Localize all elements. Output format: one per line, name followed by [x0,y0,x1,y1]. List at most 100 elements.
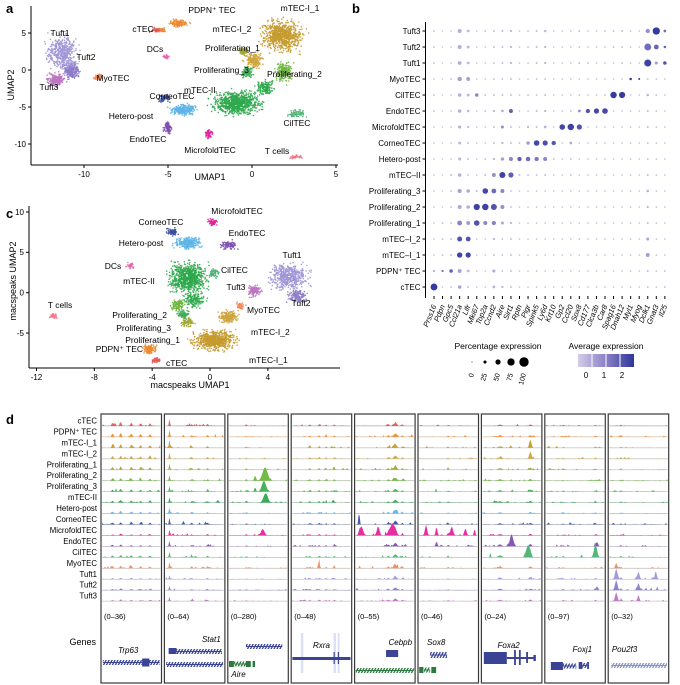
coverage-track-Proliferating_3-col9 [609,490,668,492]
track-row-label-Tuft2: Tuft2 [80,581,97,590]
panel-c-ytick-10: 10 [15,208,24,217]
coverage-track-cTEC-col6 [419,424,478,426]
panel-c-cluster-label-EndoTEC: EndoTEC [229,228,266,238]
coverage-track-EndoTEC-col5 [355,542,415,547]
dotplot-row-label-Proliferating_1: Proliferating_1 [369,219,421,228]
coverage-track-MicrofoldTEC-col8 [545,534,605,536]
panel-c-cluster-mTEC-I_1 [186,328,241,353]
panel-c-cluster-T cells [48,312,58,320]
panel-a-cluster-label-CilTEC: CilTEC [284,118,311,128]
pct-expression-legend: 0 25 50 75 100 [468,357,529,386]
panel-a-cluster-label-MicrofoldTEC: MicrofoldTEC [184,145,235,155]
coverage-track-Proliferating_1-col8 [545,468,605,470]
dotplot-row-label-PDPN⁺ TEC: PDPN⁺ TEC [376,267,421,276]
coverage-track-mTEC-II-col8 [545,501,605,503]
coverage-track-MicrofoldTEC-col6 [419,524,478,536]
panel-c-xtick--8: -8 [91,373,99,382]
gene-model [142,658,150,667]
coverage-track-Hetero-post-col2 [165,507,224,514]
panel-c-cluster-Proliferating_1 [180,317,196,328]
panel-a-cluster-label-Proliferating_2: Proliferating_2 [267,69,322,79]
coverage-track-MicrofoldTEC-col9 [609,533,668,536]
panel-a-cluster-EndoTEC [162,121,173,135]
panel-c-axes: 10 5 0 -5 -12 -8 -4 0 4 [15,206,340,382]
coverage-track-Proliferating_3-col2 [165,486,224,492]
panel-a-cluster-CilTEC [287,109,308,118]
gene-name-label-Sox8: Sox8 [427,638,446,647]
coverage-track-EndoTEC-col3 [228,545,288,547]
coverage-track-mTEC-I_1-col9 [609,446,668,448]
panel-a-x-axis-title: UMAP1 [194,172,226,182]
track-row-label-mTEC-I_2: mTEC-I_2 [61,449,97,458]
coverage-track-Proliferating_2-col5 [355,477,415,481]
panel-a-cluster-Proliferating_2 [274,61,295,86]
coverage-track-Hetero-post-col8 [545,511,605,514]
panel-c-cluster-Tuft2 [285,289,309,304]
coverage-track-Tuft3-col4 [292,599,351,602]
coverage-track-Proliferating_2-col7 [482,478,541,481]
coverage-track-Tuft1-col5 [355,575,415,580]
coverage-track-PDPN⁺ TEC-col5 [355,433,415,437]
coverage-track-PDPN⁺ TEC-col7 [482,434,541,437]
coverage-track-PDPN⁺ TEC-col6 [419,435,478,437]
panel-c-cluster-label-Tuft1: Tuft1 [282,250,301,260]
gene-name-label-Pou2f3: Pou2f3 [612,645,638,654]
coverage-track-Tuft2-col4 [292,588,351,591]
panel-c-cluster-mTEC-II [165,259,212,309]
panel-a-cluster-label-MyoTEC: MyoTEC [96,73,129,83]
panel-a-cluster-Tuft2 [62,63,81,80]
dotplot-row-label-Proliferating_2: Proliferating_2 [369,203,421,212]
pct-legend-tick-100: 100 [518,373,528,386]
track-row-label-PDPN⁺ TEC: PDPN⁺ TEC [54,427,98,436]
coverage-track-EndoTEC-col9 [609,545,668,547]
coverage-track-MyoTEC-col9 [609,562,668,569]
track-row-label-mTEC-II: mTEC-II [68,493,97,502]
panel-a-cluster-label-Proliferating_3: Proliferating_3 [194,65,249,75]
panel-c-ytick--5: -5 [17,329,25,338]
track-column-Foxj1: (0–97) Foxj1 [544,413,606,684]
coverage-track-mTEC-I_1-col5 [355,443,415,448]
coverage-track-EndoTEC-col4 [292,543,351,547]
panel-a-cluster-Tuft3 [45,70,69,89]
coverage-track-cTEC-col1 [102,422,161,426]
dotplot-gene-label-Il25: Il25 [656,303,669,318]
coverage-track-mTEC-I_1-col8 [545,445,605,448]
dotplot-row-label-mTEC–II: mTEC–II [389,171,421,180]
coverage-track-CilTEC-col8 [545,544,605,558]
dotplot-row-MicrofoldTEC [433,123,666,131]
coverage-track-Proliferating_1-col5 [355,464,415,470]
coverage-track-mTEC-I_2-col3 [228,457,288,459]
coverage-track-mTEC-II-col2 [165,497,224,503]
gene-model [229,661,234,667]
coverage-track-Tuft3-col5 [355,598,415,602]
dotplot-row-label-EndoTEC: EndoTEC [386,107,421,116]
pct-legend-tick-0: 0 [468,373,476,379]
panel-a-ytick-5: 5 [22,29,27,38]
gene-name-label-Stat1: Stat1 [202,635,221,644]
coverage-track-mTEC-I_1-col7 [482,439,541,448]
panel-a-cluster-label-cTEC: cTEC [132,24,153,34]
coverage-track-mTEC-I_1-col2 [165,439,224,448]
coverage-track-EndoTEC-col1 [102,544,161,547]
coverage-track-Proliferating_3-col6 [419,488,478,492]
panel-a-cluster-DCs [162,53,170,60]
panel-a-ytick-0: 0 [22,66,27,75]
panel-c-cluster-Proliferating_2 [169,299,186,312]
panel-a-cluster-label-mTEC-I_2: mTEC-I_2 [213,24,252,34]
gene-model [526,652,528,663]
coverage-track-Proliferating_2-col1 [102,477,161,481]
panel-c-cluster-PDPN+ TEC [142,343,158,355]
gene-model [514,650,516,665]
panel-c-cluster-CorneoTEC [165,226,179,237]
panel-c-umap: 10 5 0 -5 -12 -8 -4 0 4 MicrofoldTEC CorneoTEC Hete… [15,206,340,382]
coverage-track-Proliferating_1-col3 [228,468,288,470]
panel-c-cluster-mTEC-I_2 [217,309,240,324]
panel-a-cluster-mTEC-I_1 [258,16,310,56]
coverage-track-mTEC-II-col9 [609,501,668,503]
coverage-track-CilTEC-col6 [419,555,478,558]
dotplot-row-MyoTEC [433,76,666,82]
dotplot-row-label-CorneoTEC: CorneoTEC [378,139,420,148]
coverage-track-Tuft1-col4 [292,577,351,580]
